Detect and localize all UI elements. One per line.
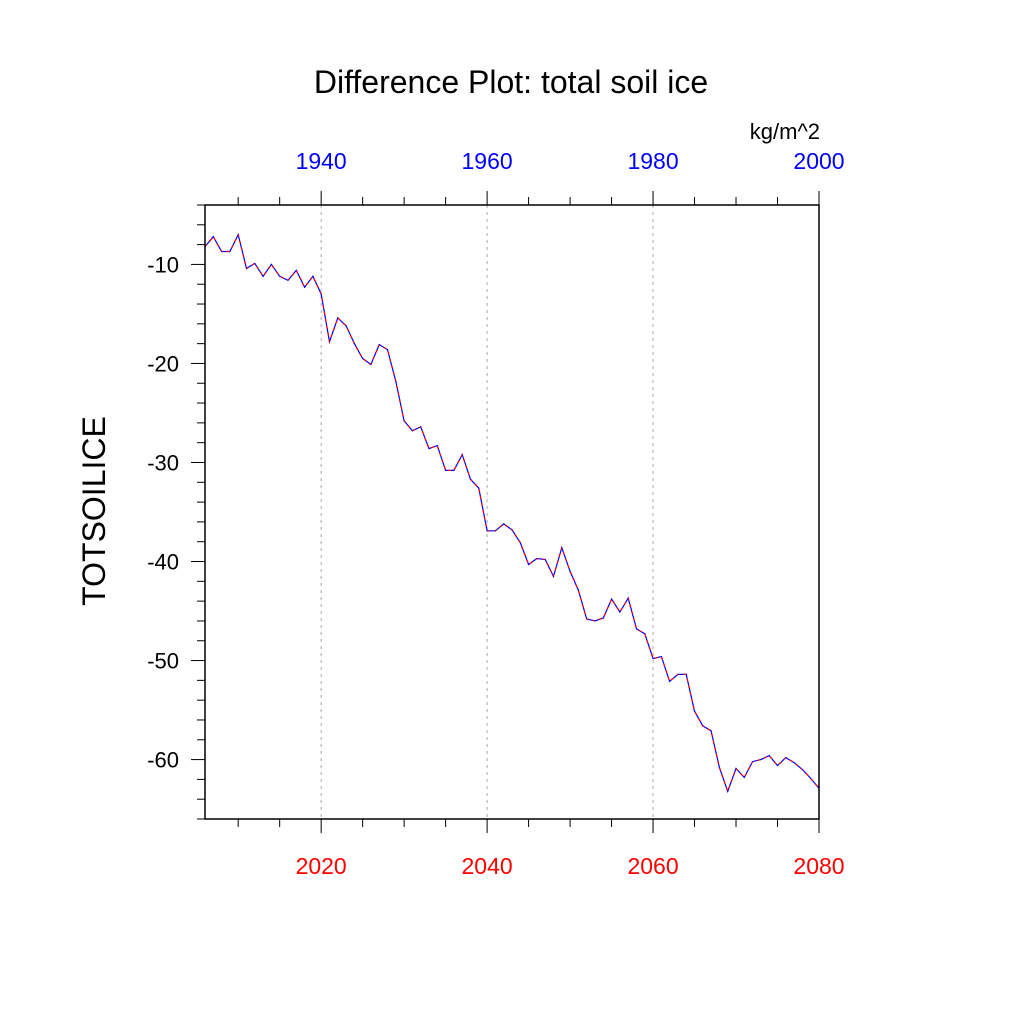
data-point [527, 563, 530, 566]
data-point [378, 344, 380, 346]
data-point [577, 589, 579, 591]
data-point [220, 250, 223, 253]
data-point [328, 341, 331, 343]
data-point [561, 547, 563, 549]
chart-title: Difference Plot: total soil ice [314, 64, 708, 100]
data-point [760, 758, 762, 761]
data-point [395, 380, 397, 382]
series-line [204, 232, 820, 794]
data-point [602, 617, 604, 619]
x-tick-label-bottom: 2020 [296, 853, 347, 879]
data-point [461, 453, 463, 456]
x-tick-label-bottom: 2080 [793, 853, 844, 879]
data-point [295, 269, 297, 271]
data-point [303, 286, 306, 288]
data-point [702, 725, 704, 727]
x-tick-label-bottom: 2040 [462, 853, 513, 879]
x-tick-label-top: 1940 [296, 148, 347, 174]
data-point [403, 420, 405, 422]
data-point [735, 767, 737, 770]
x-tick-label-top: 2000 [793, 148, 844, 174]
data-point [727, 790, 729, 792]
data-point [320, 293, 322, 295]
data-point [569, 570, 571, 573]
data-point [752, 760, 754, 763]
data-point [469, 478, 472, 480]
axis-tick-labels: 2020 2040 2060 2080 1940 1960 1980 2000 -10 -20 -3… [147, 148, 844, 879]
data-point [345, 325, 347, 327]
data-point [453, 469, 455, 472]
data-point [619, 611, 621, 613]
series-line-dashed [204, 232, 820, 794]
axis-ticks [191, 191, 820, 833]
data-point [776, 764, 779, 767]
data-point [229, 250, 231, 253]
data-point [552, 575, 555, 577]
data-point [494, 530, 497, 532]
data-point [627, 597, 629, 599]
data-point [652, 657, 654, 660]
data-point [503, 523, 505, 525]
data-point [536, 557, 538, 560]
data-point [237, 234, 239, 236]
data-point [544, 558, 546, 561]
data-point [785, 757, 787, 759]
data-point [810, 777, 812, 779]
y-tick-label: -40 [147, 550, 179, 575]
data-point [245, 267, 248, 269]
data-point [212, 236, 214, 238]
data-point [718, 766, 721, 769]
data-point [677, 673, 679, 676]
data-point [445, 469, 447, 472]
x-tick-label-top: 1960 [462, 148, 513, 174]
data-point [428, 448, 430, 450]
y-axis-label: TOTSOILICE [76, 416, 112, 606]
data-point [386, 348, 389, 351]
y-tick-label: -30 [147, 450, 179, 475]
y-tick-label: -10 [147, 252, 179, 277]
data-point [411, 430, 414, 432]
plot-frame [204, 204, 820, 820]
data-point [743, 776, 745, 779]
y-tick-label: -20 [147, 351, 179, 376]
data-point [644, 633, 646, 635]
data-point [693, 710, 696, 712]
data-point [486, 530, 488, 532]
data-point [685, 673, 687, 676]
data-point [660, 655, 662, 658]
data-point [312, 275, 314, 277]
data-series [204, 232, 820, 794]
data-point [478, 487, 480, 489]
data-point [710, 730, 712, 732]
data-point [768, 755, 770, 757]
data-point [287, 279, 289, 281]
data-point [420, 426, 422, 428]
data-point [337, 317, 339, 319]
data-point [669, 680, 671, 682]
x-tick-label-top: 1980 [627, 148, 678, 174]
data-point [511, 529, 513, 531]
data-point [594, 620, 596, 622]
data-point [270, 263, 272, 266]
data-point [793, 761, 795, 764]
data-point [635, 628, 638, 630]
data-point [610, 598, 613, 600]
grid-lines [320, 205, 654, 819]
x-tick-label-bottom: 2060 [627, 853, 678, 879]
data-point [254, 262, 256, 265]
data-point [801, 768, 804, 771]
y-tick-label: -50 [147, 649, 179, 674]
data-point [279, 275, 281, 277]
units-label: kg/m^2 [750, 119, 820, 144]
data-point [362, 357, 364, 360]
y-tick-label: -60 [147, 748, 179, 773]
data-point [262, 275, 264, 277]
data-point [353, 343, 355, 345]
data-point [436, 445, 438, 447]
data-point [519, 542, 521, 544]
data-point [586, 618, 588, 620]
data-point [370, 363, 372, 366]
